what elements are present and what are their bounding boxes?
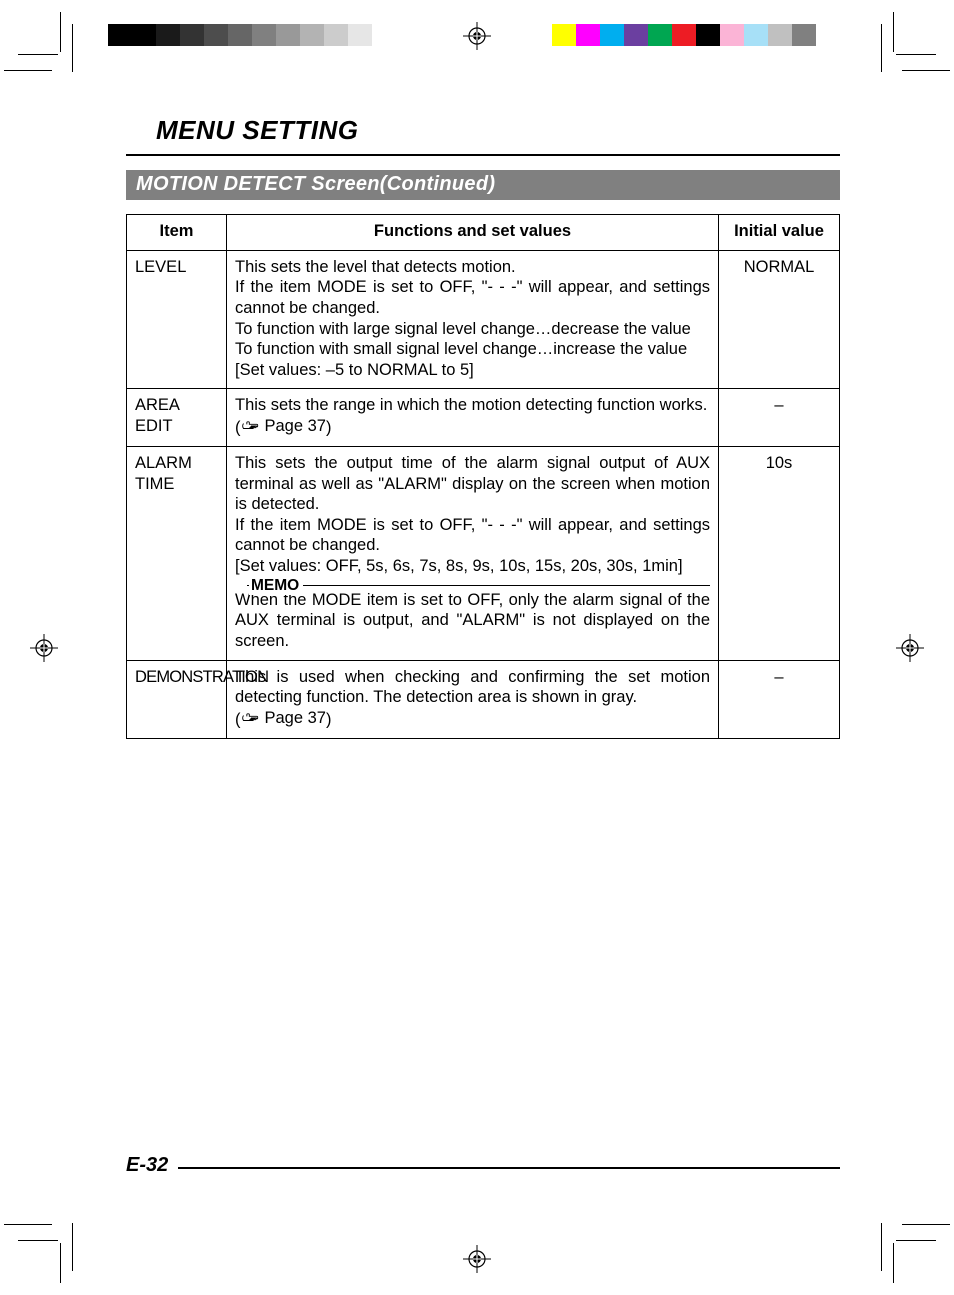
table-row: AREA EDITThis sets the range in which th… — [127, 389, 840, 447]
title-rule — [126, 154, 840, 156]
grayscale-swatches — [108, 24, 396, 46]
item-cell: DEMONSTRATION — [127, 660, 227, 738]
function-cell: This sets the output time of the alarm s… — [227, 446, 719, 660]
initial-value-cell: – — [719, 389, 840, 447]
initial-value-cell: NORMAL — [719, 250, 840, 389]
settings-table: Item Functions and set values Initial va… — [126, 214, 840, 739]
table-row: ALARM TIMEThis sets the output time of t… — [127, 446, 840, 660]
col-func: Functions and set values — [227, 215, 719, 251]
table-row: LEVELThis sets the level that detects mo… — [127, 250, 840, 389]
registration-mark-icon — [463, 22, 491, 50]
memo-label: MEMO — [249, 576, 303, 595]
color-swatches — [552, 24, 840, 46]
memo-text: When the MODE item is set to OFF, only t… — [235, 590, 710, 652]
memo-box: MEMOWhen the MODE item is set to OFF, on… — [235, 585, 710, 652]
page-title: MENU SETTING — [156, 115, 840, 146]
page-content: MENU SETTING MOTION DETECT Screen(Contin… — [126, 115, 840, 739]
section-title: MOTION DETECT Screen(Continued) — [126, 170, 840, 200]
col-item: Item — [127, 215, 227, 251]
function-cell: This sets the level that detects motion.… — [227, 250, 719, 389]
function-cell: This sets the range in which the motion … — [227, 389, 719, 447]
initial-value-cell: 10s — [719, 446, 840, 660]
page-number: E-32 — [126, 1154, 168, 1177]
registration-mark-icon — [896, 634, 924, 662]
table-row: DEMONSTRATIONThis is used when checking … — [127, 660, 840, 738]
footer-rule — [178, 1167, 840, 1169]
col-init: Initial value — [719, 215, 840, 251]
registration-mark-icon — [463, 1245, 491, 1273]
initial-value-cell: – — [719, 660, 840, 738]
registration-mark-icon — [30, 634, 58, 662]
page-reference: ( Page 37) — [235, 416, 710, 438]
item-cell: ALARM TIME — [127, 446, 227, 660]
page-reference: ( Page 37) — [235, 708, 710, 730]
page-footer: E-32 — [126, 1154, 840, 1177]
item-cell: AREA EDIT — [127, 389, 227, 447]
table-header-row: Item Functions and set values Initial va… — [127, 215, 840, 251]
function-cell: This is used when checking and confirmin… — [227, 660, 719, 738]
item-cell: LEVEL — [127, 250, 227, 389]
